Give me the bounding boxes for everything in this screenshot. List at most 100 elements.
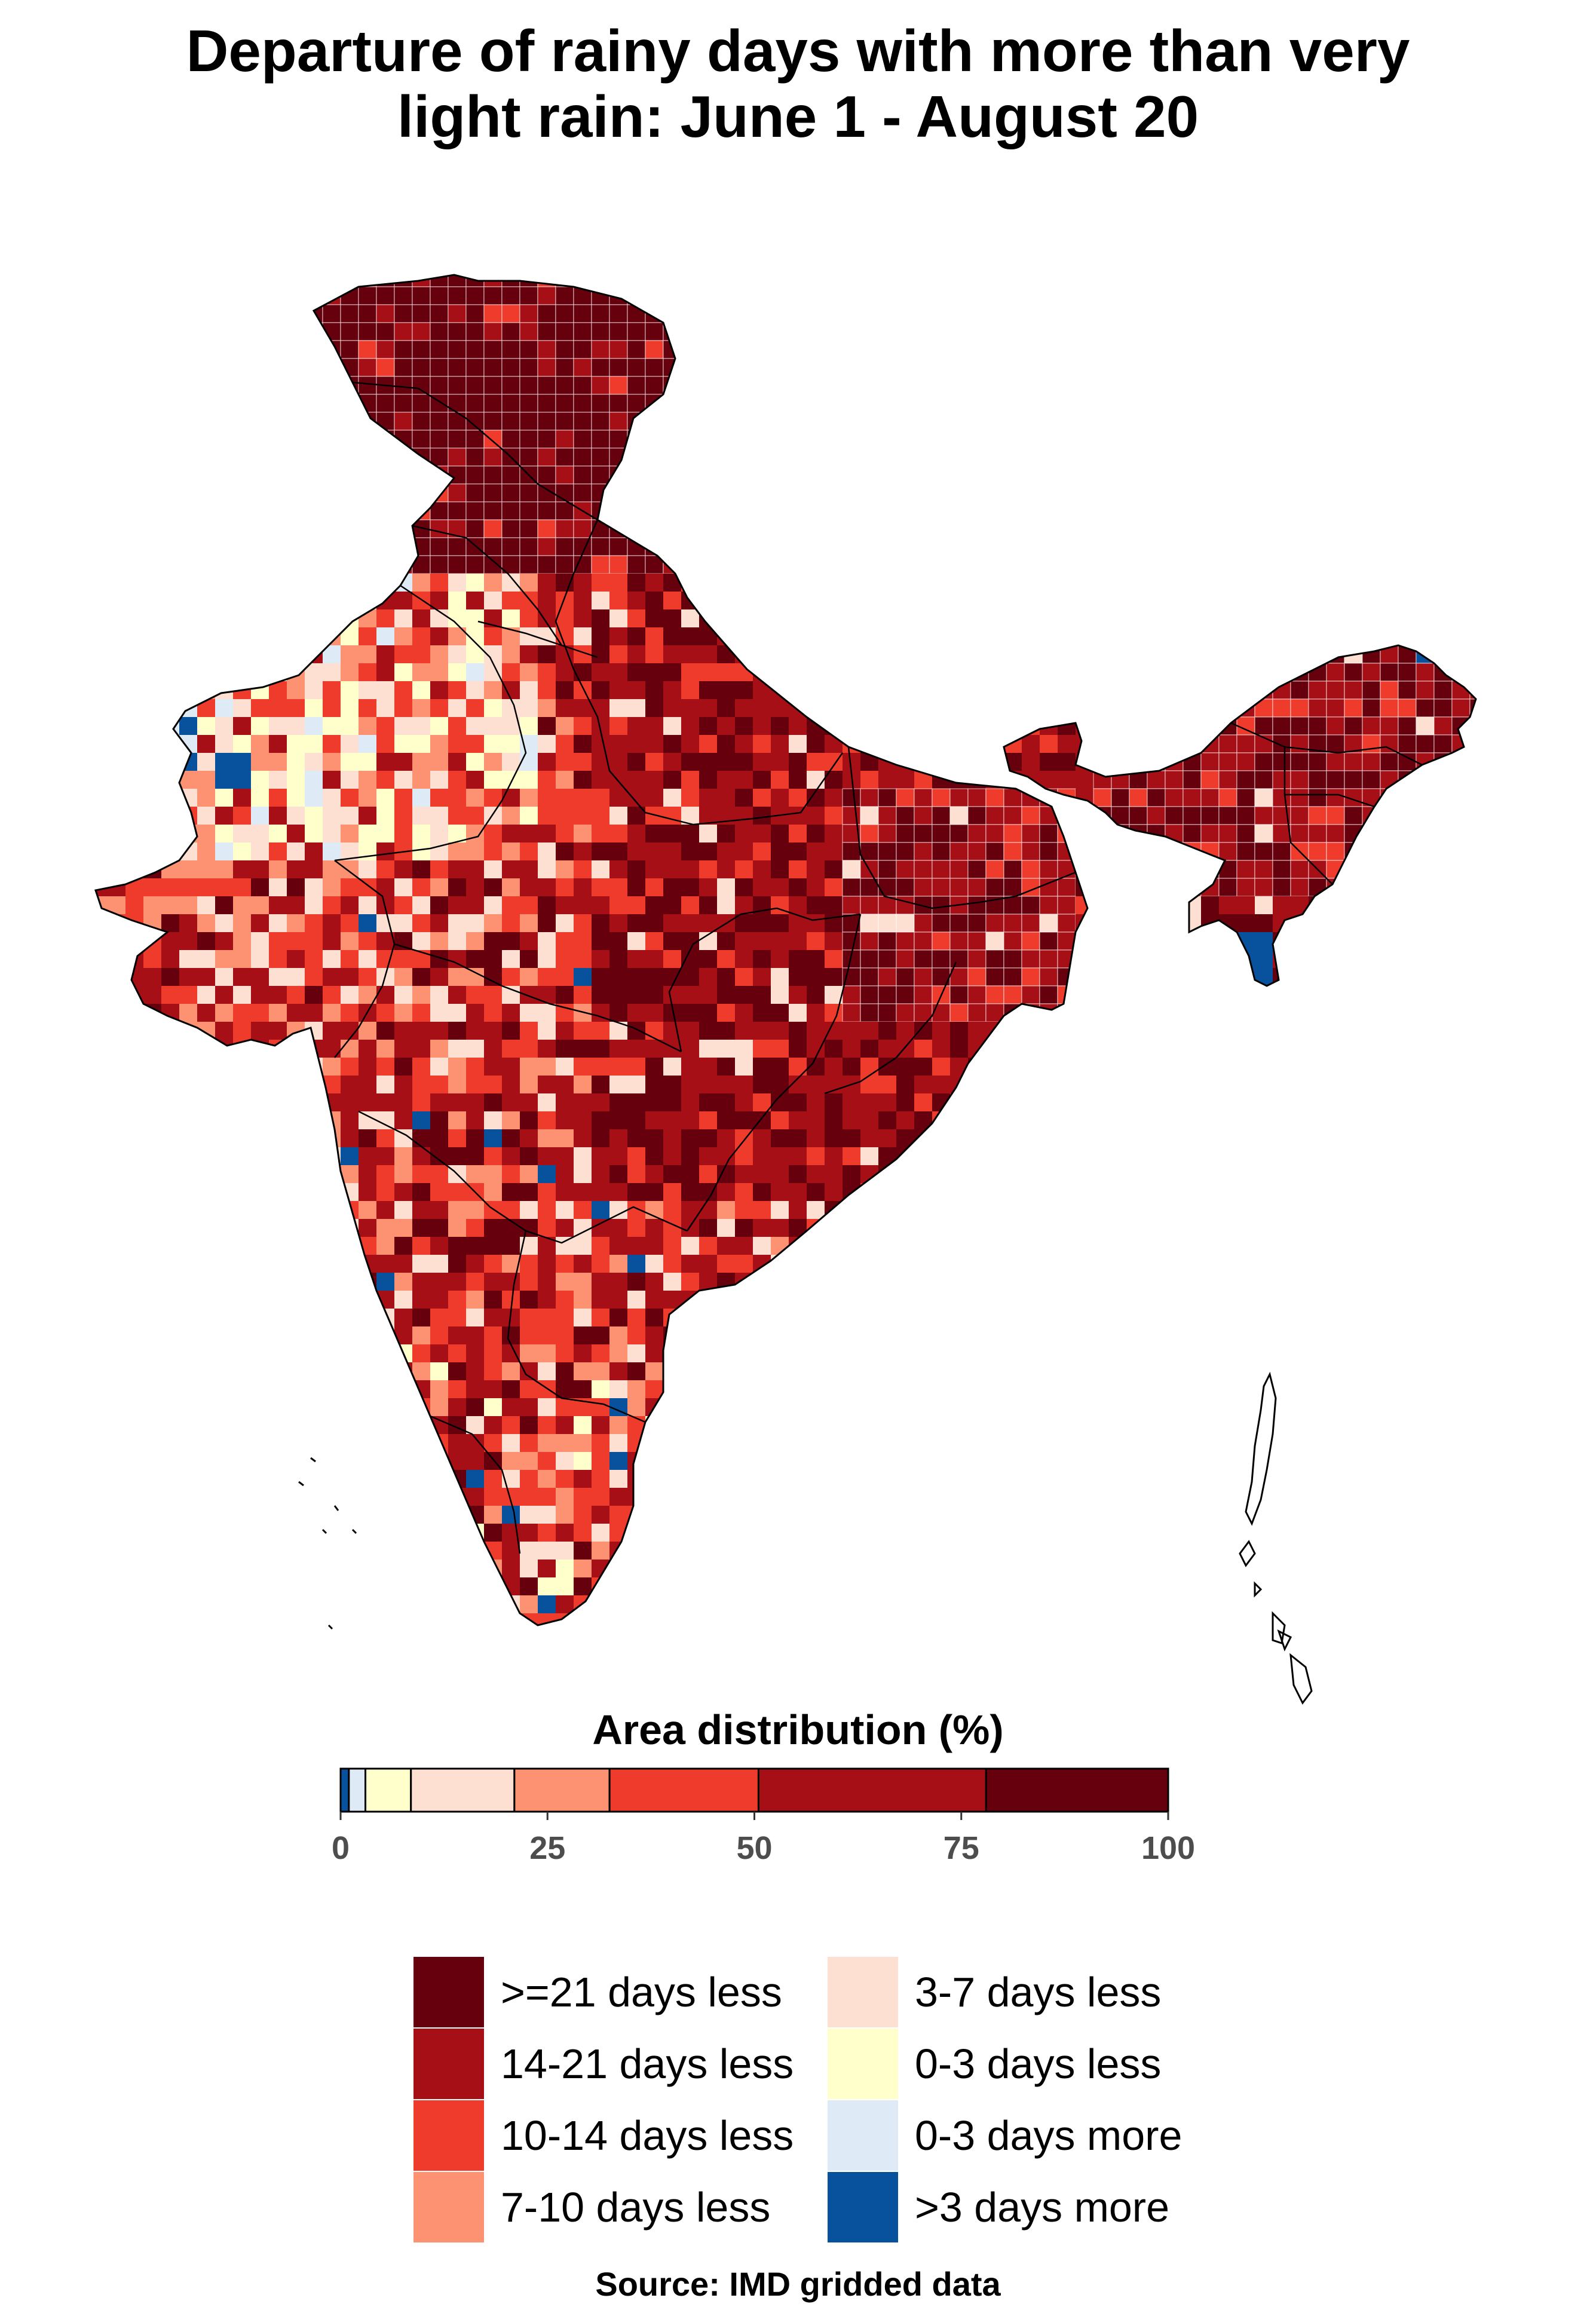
map-cell xyxy=(1308,842,1327,861)
map-cell xyxy=(484,1040,502,1058)
map-cell xyxy=(1093,1344,1111,1362)
map-cell xyxy=(1273,1111,1291,1129)
map-cell xyxy=(825,699,843,717)
map-cell xyxy=(1308,275,1327,287)
map-cell xyxy=(878,1326,896,1344)
map-cell xyxy=(1040,1362,1058,1380)
map-cell xyxy=(1201,1129,1219,1147)
map-cell xyxy=(143,699,161,717)
map-cell xyxy=(1129,1165,1147,1183)
map-cell xyxy=(538,1129,556,1147)
map-cell xyxy=(1273,1362,1291,1380)
map-cell xyxy=(968,1111,986,1129)
map-cell xyxy=(1147,1237,1165,1255)
map-cell xyxy=(1398,1004,1416,1022)
map-cell xyxy=(1488,1309,1506,1326)
map-cell xyxy=(1129,519,1148,538)
map-cell xyxy=(1147,716,1166,736)
map-cell xyxy=(538,735,556,753)
map-cell xyxy=(950,1219,968,1237)
map-cell xyxy=(842,448,861,467)
map-cell xyxy=(717,1076,735,1093)
map-cell xyxy=(1218,555,1237,574)
map-cell xyxy=(1201,1309,1219,1326)
map-cell xyxy=(932,501,951,520)
map-cell xyxy=(1201,1291,1219,1309)
map-cell xyxy=(556,1183,574,1201)
map-cell xyxy=(519,340,538,359)
map-cell xyxy=(1183,1165,1201,1183)
map-cell xyxy=(1326,275,1345,287)
map-cell xyxy=(269,627,287,645)
map-cell xyxy=(466,735,484,753)
map-cell xyxy=(250,483,269,503)
map-cell xyxy=(1309,1380,1327,1398)
map-cell xyxy=(268,275,287,287)
map-cell xyxy=(1326,286,1345,305)
map-cell xyxy=(430,1129,448,1147)
map-cell xyxy=(1003,448,1022,467)
map-cell xyxy=(968,627,986,645)
map-cell xyxy=(323,950,341,968)
map-cell xyxy=(1469,376,1476,395)
map-cell xyxy=(1309,1147,1327,1165)
map-cell xyxy=(1111,968,1129,986)
map-cell xyxy=(448,555,467,574)
map-cell xyxy=(412,1076,430,1093)
map-cell xyxy=(825,1380,843,1398)
map-cell xyxy=(394,286,413,305)
map-cell xyxy=(197,1076,215,1093)
map-cell xyxy=(108,807,125,825)
map-cell xyxy=(950,592,968,609)
map-cell xyxy=(967,430,987,449)
map-cell xyxy=(323,1022,341,1040)
map-cell xyxy=(1398,1111,1416,1129)
map-cell xyxy=(1237,1147,1255,1165)
map-cell xyxy=(1380,1129,1398,1147)
map-cell xyxy=(412,627,430,645)
map-cell xyxy=(1272,555,1291,574)
map-cell xyxy=(1362,968,1380,986)
map-cell xyxy=(1111,1219,1129,1237)
map-cell xyxy=(233,986,251,1004)
map-cell xyxy=(1433,573,1453,592)
map-cell xyxy=(341,1076,359,1093)
map-cell xyxy=(197,501,216,520)
map-cell xyxy=(520,645,538,663)
map-cell xyxy=(1200,376,1220,395)
map-cell xyxy=(448,1309,466,1326)
map-cell xyxy=(1488,735,1506,753)
map-cell xyxy=(896,1273,914,1291)
map-cell xyxy=(1093,591,1112,610)
map-cell xyxy=(1183,1309,1201,1326)
map-cell xyxy=(376,753,394,771)
map-cell xyxy=(556,1237,574,1255)
map-cell xyxy=(1327,986,1344,1004)
map-cell xyxy=(96,1309,108,1326)
map-cell xyxy=(681,771,699,789)
map-cell xyxy=(1344,358,1363,377)
map-cell xyxy=(949,949,969,969)
map-cell xyxy=(986,1165,1004,1183)
map-cell xyxy=(699,340,718,359)
map-cell xyxy=(1380,304,1399,323)
map-cell xyxy=(1058,1147,1076,1165)
map-cell xyxy=(322,465,341,485)
map-cell xyxy=(1416,1237,1434,1255)
map-cell xyxy=(1183,734,1202,753)
map-cell xyxy=(1003,322,1022,341)
map-cell xyxy=(843,1380,860,1398)
map-cell xyxy=(430,1326,448,1344)
map-cell xyxy=(949,358,969,377)
map-cell xyxy=(125,645,143,663)
map-cell xyxy=(1326,394,1345,413)
map-cell xyxy=(932,860,951,879)
map-cell xyxy=(179,1201,197,1219)
map-cell xyxy=(914,1022,932,1040)
map-cell xyxy=(1093,1183,1111,1201)
map-cell xyxy=(143,1004,161,1022)
map-cell xyxy=(502,1058,520,1076)
map-cell xyxy=(359,1309,376,1326)
map-cell xyxy=(1237,1255,1255,1273)
map-cell xyxy=(914,699,932,717)
